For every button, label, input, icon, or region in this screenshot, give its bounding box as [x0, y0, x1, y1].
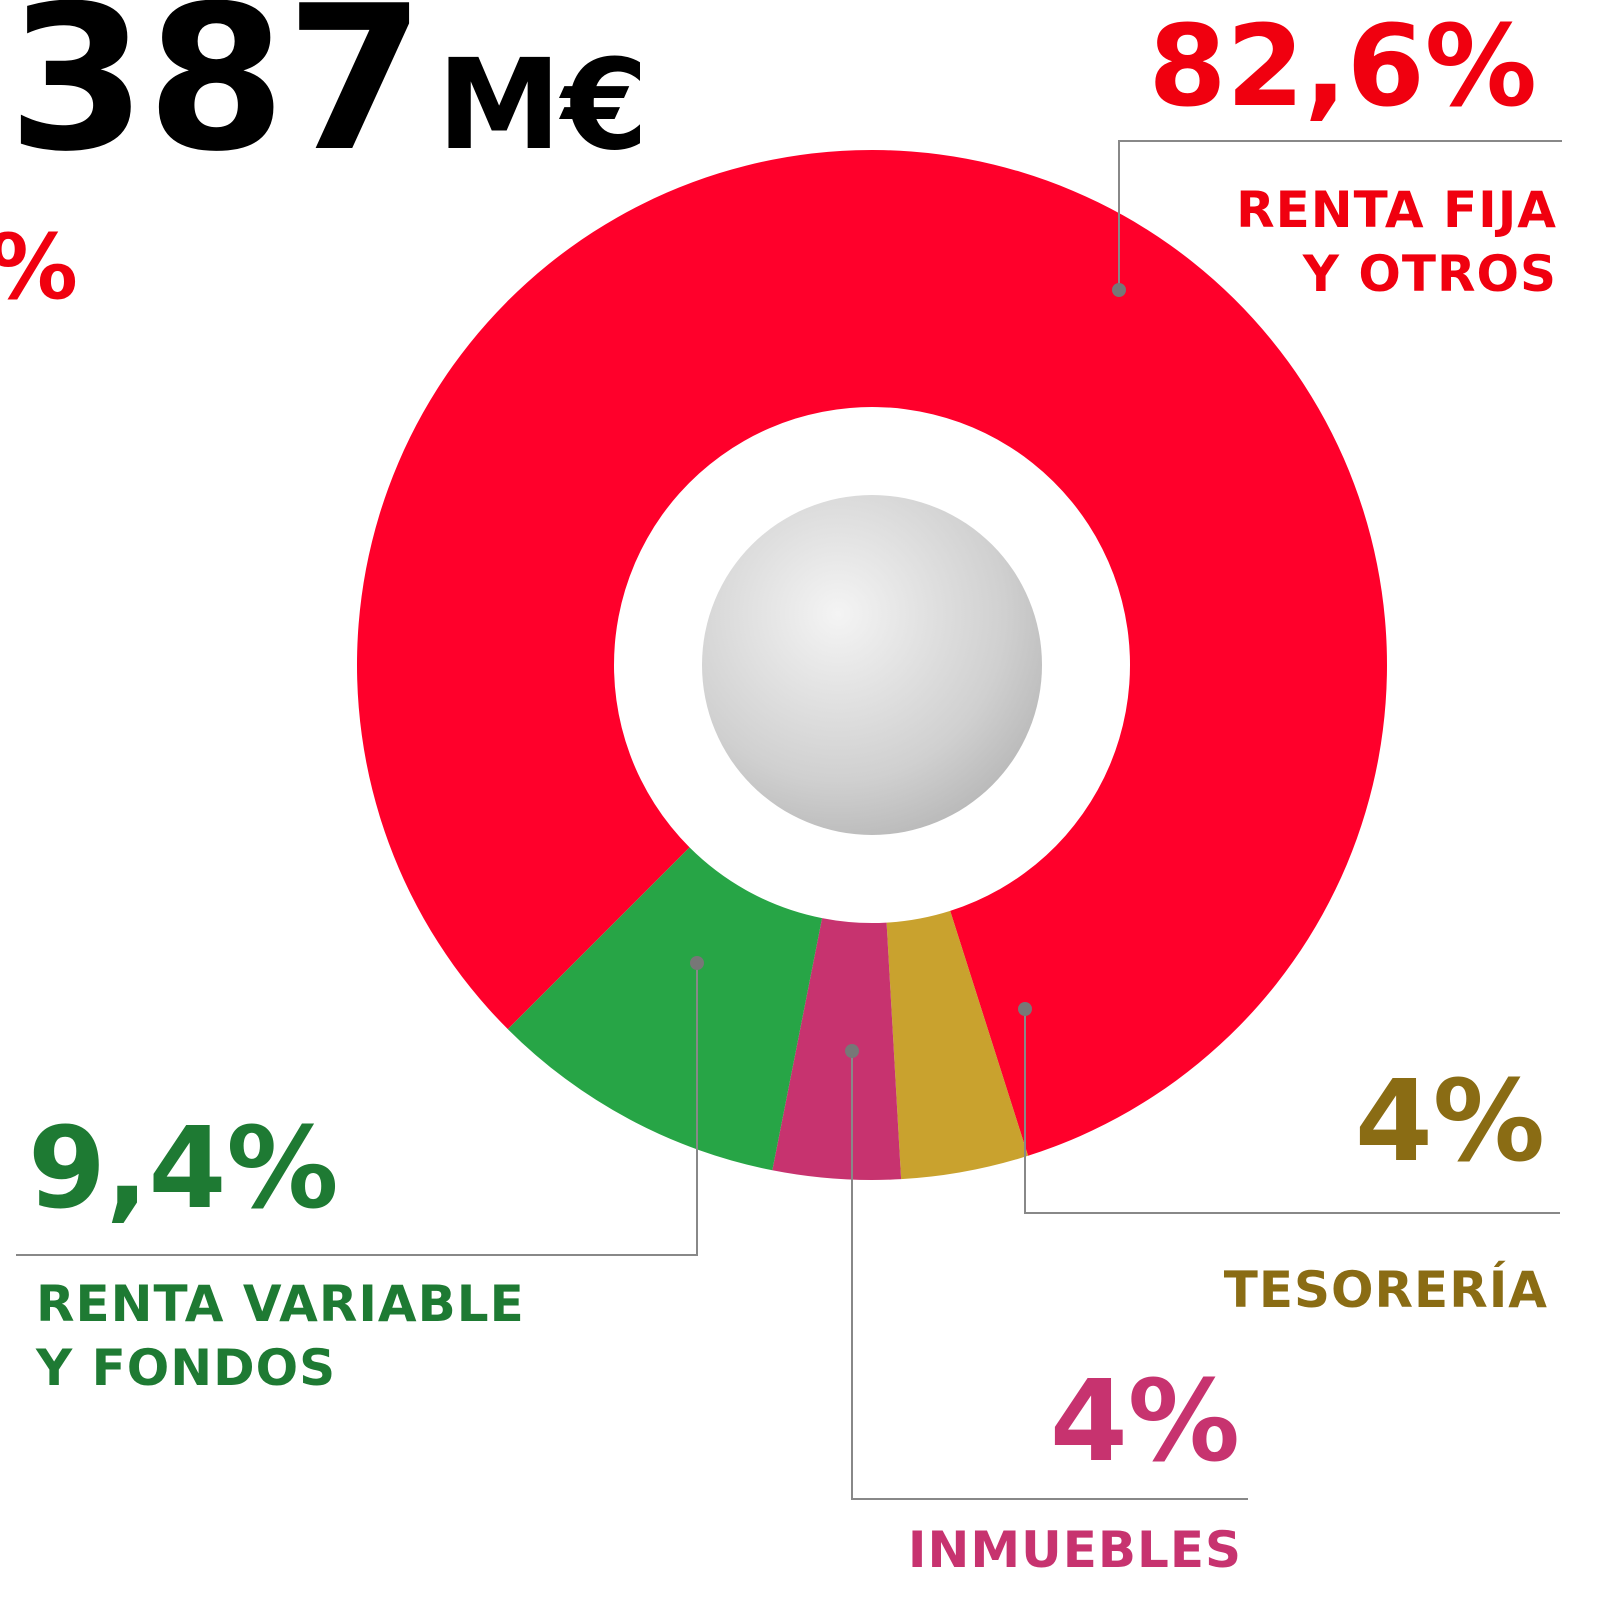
total-unit: M€: [437, 33, 648, 178]
category-label: INMUEBLES: [907, 1521, 1242, 1579]
leader-line: [1024, 1009, 1560, 1214]
leader-line: [1118, 140, 1562, 290]
subtitle: 3%: [0, 215, 78, 320]
donut-segment: [507, 847, 823, 1171]
donut-segment: [356, 150, 1387, 1156]
value-label: 4%: [1050, 1357, 1240, 1487]
value-label: 9,4%: [28, 1104, 339, 1234]
value-label: 82,6%: [1148, 2, 1537, 132]
donut-segment: [886, 910, 1029, 1180]
donut-segment: [772, 918, 902, 1180]
category-label: RENTA VARIABLE Y FONDOS: [36, 1275, 525, 1397]
globe: [702, 495, 1042, 835]
leader-dot: [1112, 283, 1126, 297]
category-label: TESORERÍA: [1223, 1261, 1548, 1319]
leader-line: [851, 1051, 1248, 1500]
leader-dot: [1018, 1002, 1032, 1016]
total-value: 3.387: [0, 0, 425, 196]
leader-line: [16, 963, 698, 1256]
leader-dot: [690, 956, 704, 970]
leader-dot: [845, 1044, 859, 1058]
category-label: RENTA FIJA Y OTROS: [1236, 181, 1557, 303]
value-label: 4%: [1355, 1057, 1545, 1187]
